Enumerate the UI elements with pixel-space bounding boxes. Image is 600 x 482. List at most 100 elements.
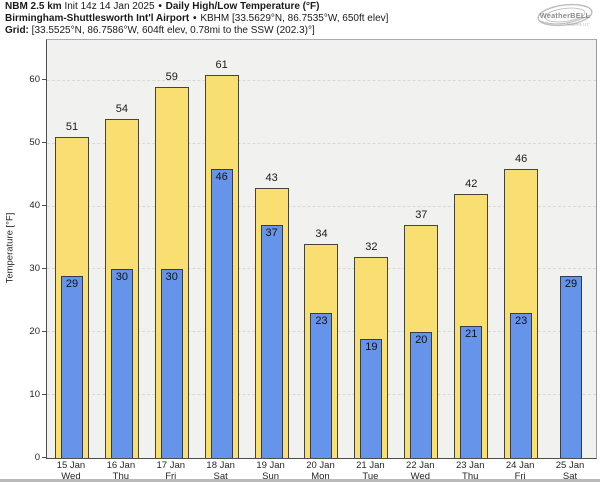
plot-area: 51 29 54 30 59 30 61 46 43 37 34 23 32 19 37 20 42 21 46 23… [46,39,597,459]
weatherbell-logo: WeatherBELL Analytics LLC [532,2,598,34]
low-value-label: 29 [564,277,578,290]
y-gridline [47,79,596,81]
x-tick-label: 23 Jan Thu [445,460,495,482]
high-value-label: 43 [265,171,278,184]
bar-slot: 34 23 [297,40,347,458]
y-tick [42,205,46,207]
station-name: Birmingham-Shuttlesworth Int'l Airport [5,13,190,25]
y-tick [42,142,46,144]
bar-slot: 37 20 [396,40,446,458]
y-tick-label: 30 [29,262,40,274]
station-info: KBHM [33.5629°N, 86.7535°W, 650ft elev] [200,13,389,25]
y-tick-label: 0 [34,451,40,463]
low-bar: 19 [360,338,383,458]
y-gridline [47,142,596,144]
window-bottom-edge [0,479,600,482]
init-time: Init 14z 14 Jan 2025 [64,1,155,12]
x-tick-label: 25 Jan Sat [545,460,595,482]
high-value-label: 32 [365,240,378,253]
x-tick-label: 19 Jan Sun [246,460,296,482]
x-tick-label-date: 17 Jan [156,460,186,471]
y-tick [42,456,46,458]
bar-slot: 32 19 [346,40,396,458]
low-value-label: 30 [115,271,128,284]
low-bar: 21 [460,326,483,458]
x-tick-label: 24 Jan Fri [495,460,545,482]
header-line-1: NBM 2.5 km Init 14z 14 Jan 2025 • Daily … [5,1,388,13]
grid-info: [33.5525°N, 86.7586°W, 604ft elev, 0.78m… [31,25,315,37]
product-title: Daily High/Low Temperature (°F) [165,1,320,12]
y-tick [42,267,46,269]
x-tick-label: 20 Jan Mon [296,460,346,482]
high-value-label: 61 [215,58,228,71]
logo-brand-text: WeatherBELL [540,11,591,20]
x-tick-label-day: Fri [514,470,526,482]
bullet-separator: • [158,1,162,12]
x-tick-label-date: 24 Jan [505,460,535,471]
low-value-label: 30 [165,271,178,284]
low-value-label: 21 [465,328,478,340]
x-tick-label-day: Sun [262,470,280,482]
x-tick-label-date: 20 Jan [306,460,335,471]
y-gridline [47,205,596,207]
grid-label: Grid: [5,25,29,37]
x-tick-label-date: 19 Jan [256,460,285,471]
logo-subtext: Analytics LLC [566,23,589,27]
y-tick-label: 60 [29,74,40,86]
model-name: NBM 2.5 km [5,1,62,12]
x-tick-label-date: 21 Jan [356,460,385,471]
x-tick-label-date: 22 Jan [406,460,435,471]
x-tick-label-day: Thu [462,470,479,482]
y-tick [42,330,46,332]
y-tick-label: 20 [29,325,40,337]
low-value-label: 46 [215,170,228,183]
bullet-separator: • [193,13,197,25]
x-tick-label-day: Tue [362,470,379,482]
weatherbell-swirl-icon: WeatherBELL Analytics LLC [537,3,593,27]
low-value-label: 37 [265,227,278,240]
bar-slot: 43 37 [247,40,297,458]
bar-slot: 29 [546,40,596,458]
header-line-3: Grid: [33.5525°N, 86.7586°W, 604ft elev,… [5,25,388,37]
x-tick-label-date: 25 Jan [555,460,585,471]
low-bar: 30 [160,269,183,458]
low-value-label: 20 [415,334,428,347]
bar-slot: 61 46 [197,40,247,458]
y-tick-label: 10 [29,388,40,400]
x-tick-label-day: Thu [112,470,130,482]
y-tick-label: 40 [29,200,40,212]
x-tick-label-day: Fri [165,470,177,482]
low-bar: 23 [510,313,533,458]
high-value-label: 34 [315,228,328,241]
high-value-label: 37 [415,209,428,222]
y-tick-label: 50 [29,137,40,149]
x-tick-label-day: Mon [311,470,330,482]
low-bar: 29 [60,275,83,458]
chart-header: NBM 2.5 km Init 14z 14 Jan 2025 • Daily … [5,1,388,38]
low-bar: 23 [310,313,333,458]
bar-slot: 54 30 [97,40,147,458]
y-tick [42,79,46,81]
low-value-label: 19 [365,340,378,353]
x-tick-label-date: 15 Jan [56,460,86,471]
x-tick-label-date: 23 Jan [455,460,485,471]
low-bar: 20 [410,332,433,458]
x-tick-label: 16 Jan Thu [96,460,146,482]
high-value-label: 42 [465,178,478,190]
x-tick-label-day: Wed [61,470,81,482]
x-tick-label-date: 18 Jan [206,460,235,471]
high-value-label: 51 [65,121,79,134]
low-value-label: 23 [515,315,528,328]
high-value-label: 59 [165,71,178,84]
low-value-label: 23 [315,315,328,328]
header-line-2: Birmingham-Shuttlesworth Int'l Airport •… [5,13,388,25]
bar-slot: 51 29 [47,40,97,458]
low-bar: 46 [210,168,233,458]
high-value-label: 54 [115,102,128,115]
x-tick-label-date: 16 Jan [106,460,136,471]
low-value-label: 29 [65,277,79,290]
x-tick-label-day: Wed [410,470,430,482]
x-tick-label-day: Sat [213,470,228,482]
low-bar: 29 [560,275,583,458]
